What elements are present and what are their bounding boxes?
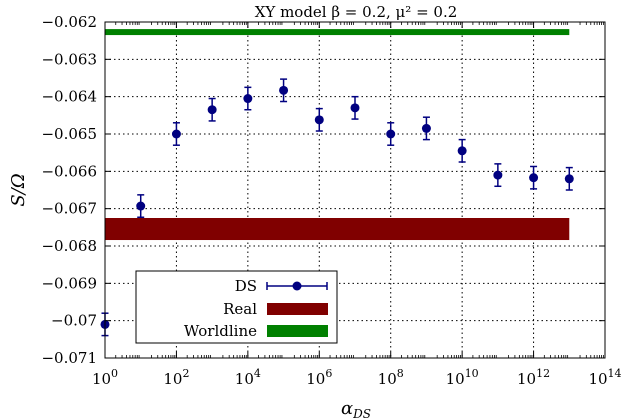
ds-marker — [171, 129, 181, 139]
legend-label-ds: DS — [235, 277, 257, 295]
y-tick-label: −0.064 — [41, 88, 97, 106]
ds-point — [564, 166, 574, 191]
ds-marker — [457, 146, 467, 156]
ds-marker — [386, 129, 396, 139]
x-tick-label: 100 — [92, 367, 118, 388]
ds-point — [386, 122, 396, 146]
ds-marker — [314, 115, 324, 125]
ds-marker — [421, 123, 431, 133]
legend-swatch-worldline — [267, 325, 328, 337]
ds-point — [243, 86, 253, 111]
ds-marker — [243, 94, 253, 104]
x-tick-base: 10 — [92, 370, 111, 388]
x-tick-exponent: 12 — [536, 367, 550, 380]
x-tick-label: 1014 — [588, 367, 621, 388]
x-tick-exponent: 2 — [182, 367, 189, 380]
x-tick-base: 10 — [163, 370, 182, 388]
y-tick-labels: −0.062 −0.063 −0.064 −0.065 −0.066 −0.067 −0.0… — [41, 13, 97, 367]
ds-marker — [529, 173, 539, 183]
ds-marker — [279, 85, 289, 95]
ds-point — [136, 194, 146, 219]
y-tick-label: −0.062 — [41, 13, 97, 31]
x-axis-symbol: α — [341, 398, 353, 419]
bands — [105, 29, 570, 241]
ds-marker — [564, 174, 574, 184]
x-tick-exponent: 0 — [111, 367, 118, 380]
x-tick-base: 10 — [446, 370, 465, 388]
y-tick-label: −0.068 — [41, 237, 97, 255]
ticks — [104, 21, 606, 359]
legend-label-real: Real — [223, 300, 257, 318]
x-tick-exponent: 6 — [325, 367, 332, 380]
ds-point — [493, 163, 503, 188]
ds-point — [279, 78, 289, 103]
y-tick-label: −0.069 — [41, 274, 97, 292]
x-tick-label: 108 — [378, 367, 404, 388]
x-tick-exponent: 14 — [608, 367, 622, 380]
legend-marker — [292, 281, 302, 291]
ds-marker — [136, 201, 146, 211]
ds-marker — [493, 170, 503, 180]
ds-point — [314, 107, 324, 132]
x-axis-title: αDS — [341, 398, 371, 420]
chart-title: XY model β = 0.2, μ² = 0.2 — [255, 3, 458, 21]
x-axis-subscript: DS — [352, 407, 371, 420]
x-tick-exponent: 8 — [397, 367, 404, 380]
x-tick-label: 1010 — [446, 367, 479, 388]
x-tick-base: 10 — [517, 370, 536, 388]
ds-point — [171, 122, 181, 146]
real-band — [105, 218, 570, 241]
x-tick-label: 1012 — [517, 367, 550, 388]
x-tick-base: 10 — [306, 370, 325, 388]
ds-marker — [350, 103, 360, 113]
legend: DS Real Worldline — [135, 270, 338, 344]
y-tick-label: −0.065 — [41, 125, 97, 143]
legend-swatch-real — [267, 303, 328, 315]
x-tick-exponent: 10 — [465, 367, 479, 380]
ds-point — [529, 165, 539, 190]
x-tick-exponent: 4 — [254, 367, 261, 380]
worldline-band — [105, 29, 570, 36]
legend-label-worldline: Worldline — [184, 322, 257, 340]
x-tick-base: 10 — [588, 370, 607, 388]
x-tick-label: 104 — [235, 367, 261, 388]
y-tick-label: −0.071 — [41, 349, 97, 367]
points — [100, 78, 574, 337]
ds-point — [421, 116, 431, 141]
plot-frame — [104, 21, 606, 359]
y-tick-label: −0.066 — [41, 162, 97, 180]
ds-point — [350, 95, 360, 120]
y-tick-label: −0.063 — [41, 50, 97, 68]
y-axis-title: S/Ω — [8, 173, 29, 206]
x-tick-label: 102 — [163, 367, 189, 388]
y-tick-label: −0.067 — [41, 200, 97, 218]
x-tick-base: 10 — [378, 370, 397, 388]
ds-point — [207, 97, 217, 122]
ds-marker — [207, 105, 217, 115]
ds-point — [457, 138, 467, 163]
x-tick-base: 10 — [235, 370, 254, 388]
x-tick-labels: 100 102 104 106 108 1010 1012 1014 — [92, 367, 622, 388]
x-tick-label: 106 — [306, 367, 332, 388]
y-tick-label: −0.07 — [51, 312, 97, 330]
